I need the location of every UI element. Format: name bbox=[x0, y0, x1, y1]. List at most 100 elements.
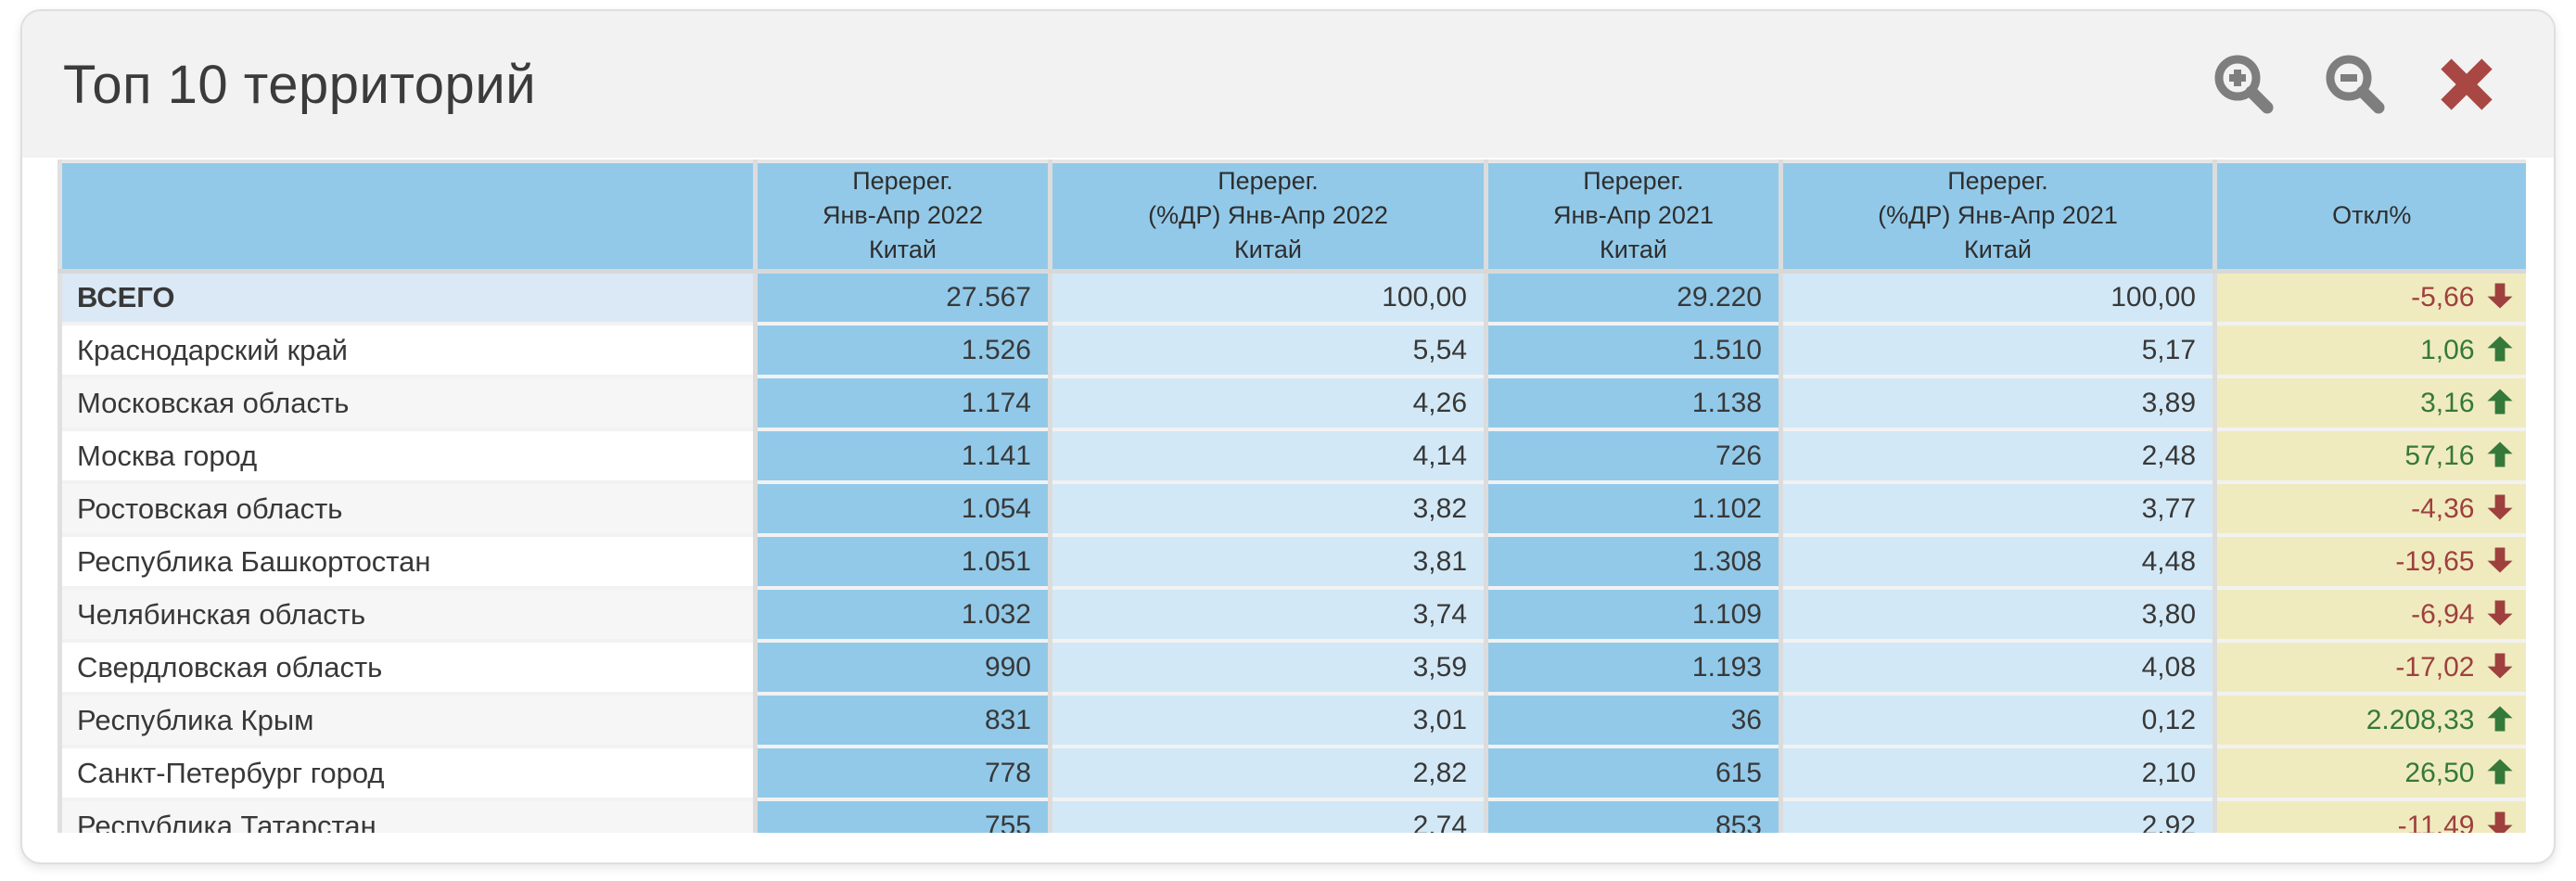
territory-name-cell[interactable]: Челябинская область bbox=[57, 588, 758, 643]
territory-name-cell[interactable]: Ростовская область bbox=[57, 482, 758, 537]
column-header-territory[interactable] bbox=[57, 160, 758, 274]
trend-arrow-icon bbox=[2487, 811, 2512, 833]
column-header-deviation[interactable]: Откл% bbox=[2214, 160, 2526, 274]
rereg-2021-cell: 1.138 bbox=[1486, 377, 1783, 431]
territory-name-cell[interactable]: Республика Башкортостан bbox=[57, 535, 758, 590]
deviation-cell: 2.208,33 bbox=[2214, 694, 2526, 748]
column-header-line: Китай bbox=[869, 236, 937, 264]
header-row: Перерег. Янв-Апр 2022 Китай Перерег. (%Д… bbox=[57, 160, 2526, 274]
trend-arrow-icon bbox=[2487, 441, 2512, 466]
share-2022-cell: 5,54 bbox=[1050, 324, 1488, 378]
column-header-line: Янв-Апр 2021 bbox=[1553, 201, 1714, 230]
column-header-line: Китай bbox=[1234, 236, 1302, 264]
column-header-share-2021[interactable]: Перерег. (%ДР) Янв-Апр 2021 Китай bbox=[1780, 160, 2217, 274]
column-header-line: Китай bbox=[1964, 236, 2032, 264]
deviation-cell: -5,66 bbox=[2214, 271, 2526, 326]
column-header-line: Китай bbox=[1600, 236, 1667, 264]
table-row: Челябинская область 1.032 3,74 1.109 3,8… bbox=[57, 588, 2526, 643]
table-row: Москва город 1.141 4,14 726 2,48 57,16 bbox=[57, 429, 2526, 484]
trend-arrow-icon bbox=[2487, 600, 2512, 625]
column-header-line: (%ДР) Янв-Апр 2021 bbox=[1878, 201, 2118, 230]
rereg-2021-cell: 853 bbox=[1486, 799, 1783, 833]
share-2021-cell: 4,48 bbox=[1780, 535, 2217, 590]
table-row: Ростовская область 1.054 3,82 1.102 3,77… bbox=[57, 482, 2526, 537]
rereg-2022-cell: 27.567 bbox=[755, 271, 1052, 326]
rereg-2022-cell: 1.032 bbox=[755, 588, 1052, 643]
top10-territories-window: Топ 10 территорий bbox=[20, 9, 2556, 864]
share-2021-cell: 2,92 bbox=[1780, 799, 2217, 833]
share-2021-cell: 4,08 bbox=[1780, 641, 2217, 696]
deviation-cell: 3,16 bbox=[2214, 377, 2526, 431]
share-2022-cell: 100,00 bbox=[1050, 271, 1488, 326]
trend-arrow-icon bbox=[2487, 706, 2512, 731]
rereg-2022-cell: 1.174 bbox=[755, 377, 1052, 431]
table-row: Краснодарский край 1.526 5,54 1.510 5,17… bbox=[57, 324, 2526, 378]
deviation-cell: 1,06 bbox=[2214, 324, 2526, 378]
column-header-rereg-2021[interactable]: Перерег. Янв-Апр 2021 Китай bbox=[1486, 160, 1783, 274]
zoom-out-icon[interactable] bbox=[2322, 51, 2389, 118]
close-icon[interactable] bbox=[2433, 51, 2500, 118]
rereg-2022-cell: 831 bbox=[755, 694, 1052, 748]
trend-arrow-icon bbox=[2487, 653, 2512, 678]
territories-table-container: Перерег. Янв-Апр 2022 Китай Перерег. (%Д… bbox=[57, 160, 2526, 833]
share-2021-cell: 3,77 bbox=[1780, 482, 2217, 537]
table-row: Республика Крым 831 3,01 36 0,12 2.208,3… bbox=[57, 694, 2526, 748]
trend-arrow-icon bbox=[2487, 389, 2512, 414]
table-row: Санкт-Петербург город 778 2,82 615 2,10 … bbox=[57, 747, 2526, 801]
deviation-cell: -11,49 bbox=[2214, 799, 2526, 833]
share-2021-cell: 100,00 bbox=[1780, 271, 2217, 326]
deviation-cell: 26,50 bbox=[2214, 747, 2526, 801]
deviation-value: -4,36 bbox=[2411, 492, 2475, 524]
deviation-value: -17,02 bbox=[2395, 651, 2475, 683]
column-header-line: Откл% bbox=[2332, 201, 2412, 230]
deviation-value: 3,16 bbox=[2420, 387, 2475, 418]
deviation-value: -5,66 bbox=[2411, 281, 2475, 313]
deviation-cell: 57,16 bbox=[2214, 429, 2526, 484]
share-2022-cell: 2,82 bbox=[1050, 747, 1488, 801]
share-2022-cell: 2,74 bbox=[1050, 799, 1488, 833]
territory-name-cell[interactable]: Санкт-Петербург город bbox=[57, 747, 758, 801]
rereg-2022-cell: 1.141 bbox=[755, 429, 1052, 484]
rereg-2021-cell: 1.308 bbox=[1486, 535, 1783, 590]
rereg-2022-cell: 755 bbox=[755, 799, 1052, 833]
share-2022-cell: 4,26 bbox=[1050, 377, 1488, 431]
window-toolbar bbox=[2211, 51, 2500, 118]
table-row: Московская область 1.174 4,26 1.138 3,89… bbox=[57, 377, 2526, 431]
deviation-value: 1,06 bbox=[2420, 334, 2475, 365]
column-header-line: Янв-Апр 2022 bbox=[823, 201, 983, 230]
table-row-total: ВСЕГО 27.567 100,00 29.220 100,00 -5,66 bbox=[57, 271, 2526, 326]
territory-name-cell[interactable]: Москва город bbox=[57, 429, 758, 484]
territory-name-cell[interactable]: Краснодарский край bbox=[57, 324, 758, 378]
deviation-value: -19,65 bbox=[2395, 545, 2475, 577]
column-header-line: (%ДР) Янв-Апр 2022 bbox=[1148, 201, 1388, 230]
column-header-rereg-2022[interactable]: Перерег. Янв-Апр 2022 Китай bbox=[755, 160, 1052, 274]
column-header-line: Перерег. bbox=[852, 167, 953, 196]
share-2022-cell: 3,81 bbox=[1050, 535, 1488, 590]
share-2021-cell: 2,10 bbox=[1780, 747, 2217, 801]
territory-name-cell[interactable]: Свердловская область bbox=[57, 641, 758, 696]
deviation-cell: -19,65 bbox=[2214, 535, 2526, 590]
share-2022-cell: 4,14 bbox=[1050, 429, 1488, 484]
deviation-value: 26,50 bbox=[2404, 757, 2475, 788]
window-title: Топ 10 территорий bbox=[63, 54, 537, 115]
territory-name-cell[interactable]: Республика Татарстан bbox=[57, 799, 758, 833]
rereg-2022-cell: 1.526 bbox=[755, 324, 1052, 378]
rereg-2021-cell: 615 bbox=[1486, 747, 1783, 801]
column-header-line: Перерег. bbox=[1218, 167, 1319, 196]
zoom-in-icon[interactable] bbox=[2211, 51, 2277, 118]
territory-name-cell[interactable]: Республика Крым bbox=[57, 694, 758, 748]
deviation-value: 2.208,33 bbox=[2366, 704, 2475, 735]
rereg-2021-cell: 36 bbox=[1486, 694, 1783, 748]
territory-name-cell[interactable]: Московская область bbox=[57, 377, 758, 431]
share-2022-cell: 3,74 bbox=[1050, 588, 1488, 643]
territory-name-cell[interactable]: ВСЕГО bbox=[57, 271, 758, 326]
deviation-value: -6,94 bbox=[2411, 598, 2475, 630]
share-2022-cell: 3,01 bbox=[1050, 694, 1488, 748]
share-2022-cell: 3,82 bbox=[1050, 482, 1488, 537]
trend-arrow-icon bbox=[2487, 547, 2512, 572]
column-header-share-2022[interactable]: Перерег. (%ДР) Янв-Апр 2022 Китай bbox=[1050, 160, 1488, 274]
table-row: Республика Татарстан 755 2,74 853 2,92 -… bbox=[57, 799, 2526, 833]
rereg-2021-cell: 726 bbox=[1486, 429, 1783, 484]
rereg-2022-cell: 990 bbox=[755, 641, 1052, 696]
column-header-line: Перерег. bbox=[1947, 167, 2048, 196]
